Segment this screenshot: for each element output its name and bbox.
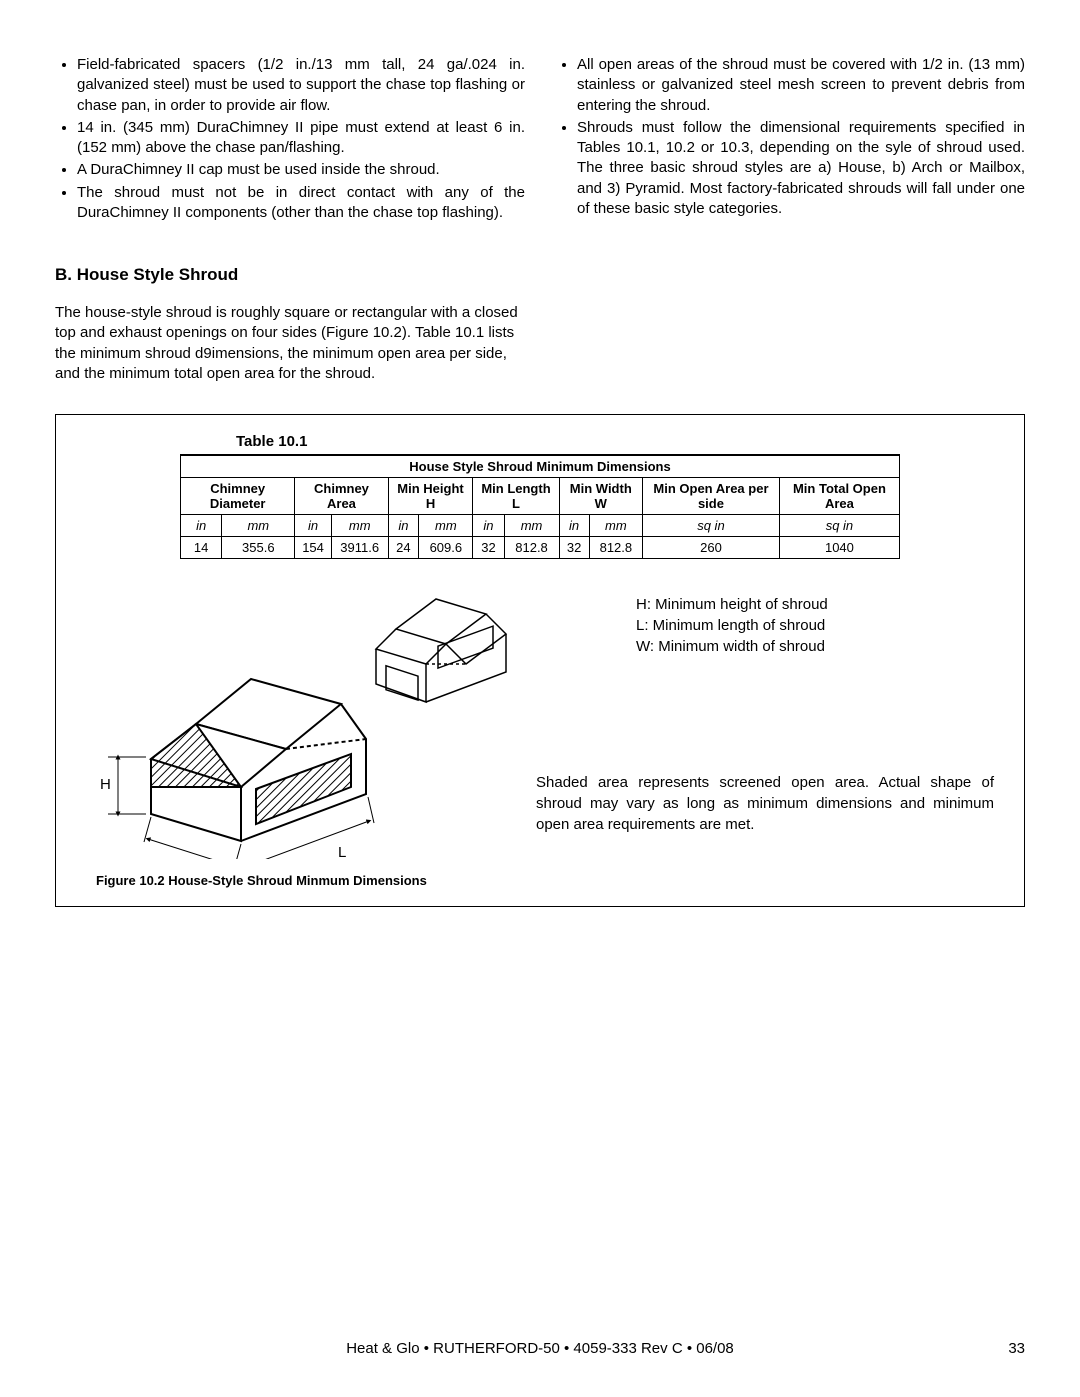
th: Min Width W (559, 478, 643, 515)
td: 154 (295, 537, 331, 559)
td: 355.6 (222, 537, 295, 559)
bullet: The shroud must not be in direct contact… (77, 183, 525, 224)
legend-w: W: Minimum width of shroud (636, 636, 994, 657)
footer-page-number: 33 (1008, 1340, 1025, 1357)
shaded-note: Shaded area represents screened open are… (536, 772, 994, 835)
dim-h-label: H (100, 776, 111, 793)
td: in (559, 515, 589, 537)
td: mm (331, 515, 388, 537)
bullet: All open areas of the shroud must be cov… (577, 55, 1025, 116)
legend: H: Minimum height of shroud L: Minimum l… (636, 594, 994, 657)
td: 609.6 (419, 537, 473, 559)
td: in (181, 515, 222, 537)
page-footer: Heat & Glo • RUTHERFORD-50 • 4059-333 Re… (55, 1340, 1025, 1357)
td: 812.8 (589, 537, 642, 559)
figure-notes: H: Minimum height of shroud L: Minimum l… (536, 579, 994, 835)
dim-w-label: W (181, 856, 196, 859)
td: 3911.6 (331, 537, 388, 559)
td: 260 (643, 537, 780, 559)
th: Min Open Area per side (643, 478, 780, 515)
td: mm (504, 515, 559, 537)
td: mm (589, 515, 642, 537)
td: 24 (388, 537, 419, 559)
page: Field-fabricated spacers (1/2 in./13 mm … (0, 0, 1080, 1397)
left-column: Field-fabricated spacers (1/2 in./13 mm … (55, 55, 525, 225)
td: 32 (559, 537, 589, 559)
td: sq in (643, 515, 780, 537)
footer-center: Heat & Glo • RUTHERFORD-50 • 4059-333 Re… (55, 1340, 1025, 1357)
td: in (295, 515, 331, 537)
right-bullets: All open areas of the shroud must be cov… (555, 55, 1025, 219)
right-column: All open areas of the shroud must be cov… (555, 55, 1025, 225)
section-b-heading: B. House Style Shroud (55, 265, 1025, 285)
dimensions-table: House Style Shroud Minimum Dimensions Ch… (180, 454, 900, 559)
legend-l: L: Minimum length of shroud (636, 615, 994, 636)
td: in (388, 515, 419, 537)
td: mm (419, 515, 473, 537)
bullet: A DuraChimney II cap must be used inside… (77, 160, 525, 180)
td: mm (222, 515, 295, 537)
bullet: Shrouds must follow the dimensional requ… (577, 118, 1025, 219)
table-label: Table 10.1 (86, 433, 994, 450)
td: 14 (181, 537, 222, 559)
table-unit-row: in mm in mm in mm in mm in mm sq in sq i… (181, 515, 900, 537)
th: Min Length L (473, 478, 559, 515)
td: in (473, 515, 504, 537)
th: Min Height H (388, 478, 473, 515)
th: Chimney Area (295, 478, 388, 515)
left-bullets: Field-fabricated spacers (1/2 in./13 mm … (55, 55, 525, 223)
td: 1040 (779, 537, 899, 559)
bullet: 14 in. (345 mm) DuraChimney II pipe must… (77, 118, 525, 159)
bullet: Field-fabricated spacers (1/2 in./13 mm … (77, 55, 525, 116)
figure-box: Table 10.1 House Style Shroud Minimum Di… (55, 414, 1025, 907)
section-b-body: The house-style shroud is roughly square… (55, 303, 525, 384)
td: 812.8 (504, 537, 559, 559)
legend-h: H: Minimum height of shroud (636, 594, 994, 615)
table-title: House Style Shroud Minimum Dimensions (181, 455, 900, 478)
dim-l-label: L (338, 844, 346, 859)
figure-area: H W L H: Minimum height of shroud L: Min… (86, 579, 994, 859)
figure-caption: Figure 10.2 House-Style Shroud Minmum Di… (96, 873, 994, 888)
shroud-diagram: H W L (86, 579, 516, 859)
shroud-svg: H W L (86, 579, 516, 859)
td: 32 (473, 537, 504, 559)
th: Min Total Open Area (779, 478, 899, 515)
table-header-row: Chimney Diameter Chimney Area Min Height… (181, 478, 900, 515)
th: Chimney Diameter (181, 478, 295, 515)
intro-columns: Field-fabricated spacers (1/2 in./13 mm … (55, 55, 1025, 225)
table-data-row: 14 355.6 154 3911.6 24 609.6 32 812.8 32… (181, 537, 900, 559)
td: sq in (779, 515, 899, 537)
